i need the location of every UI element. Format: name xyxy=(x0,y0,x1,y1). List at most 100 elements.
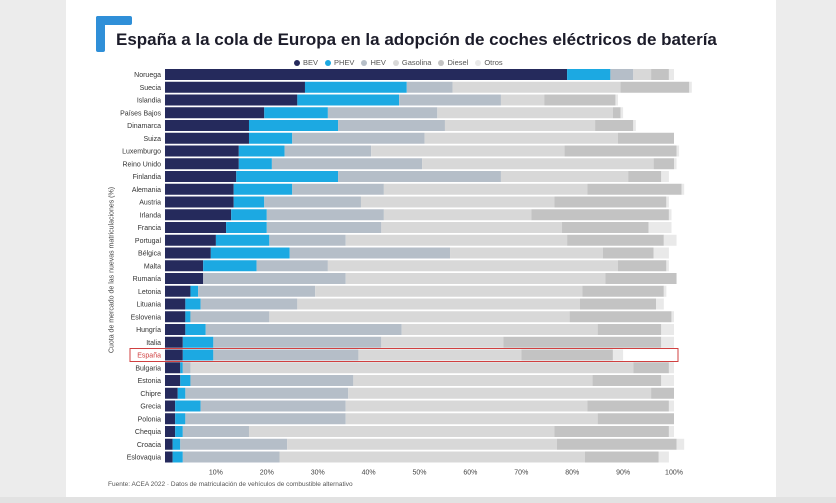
bar-segment-bev xyxy=(165,438,173,450)
bar-segment-otros xyxy=(648,222,672,233)
bar-segment-bev xyxy=(165,183,234,195)
bar-segment-otros xyxy=(663,234,677,246)
bar-segment-bev xyxy=(165,362,181,374)
legend-item-bev: BEV xyxy=(294,58,318,67)
bar-segment-gasolina xyxy=(345,413,598,425)
category-label: Irlanda xyxy=(140,212,162,219)
bar-segment-hev xyxy=(338,171,501,182)
bar-segment-hev xyxy=(182,451,280,463)
bar-segment-phev xyxy=(185,311,191,323)
bar-segment-diesel xyxy=(531,209,669,221)
bar-segment-phev xyxy=(175,400,201,412)
bar-segment-hev xyxy=(213,336,382,348)
bar-segment-diesel xyxy=(620,81,690,93)
legend-item-hev: HEV xyxy=(361,58,386,67)
bar-segment-diesel xyxy=(597,413,674,425)
page-bottom-strip xyxy=(0,497,836,503)
category-label: Letonia xyxy=(138,289,161,296)
bar-segment-gasolina xyxy=(315,285,583,297)
bar-segment-bev xyxy=(165,273,204,284)
bar-segment-otros xyxy=(620,107,624,119)
category-label: Italia xyxy=(146,340,161,347)
bar-segment-gasolina xyxy=(348,387,652,399)
bar-segment-otros xyxy=(681,183,685,195)
bar-segment-phev xyxy=(238,145,285,157)
bar-segment-hev xyxy=(292,183,384,195)
bar-segment-phev xyxy=(236,171,339,182)
bar-segment-hev xyxy=(185,387,349,399)
bar-segment-bev xyxy=(165,222,227,233)
legend-label: Gasolina xyxy=(401,58,432,67)
bar-segment-phev xyxy=(182,336,214,348)
category-label: Eslovenia xyxy=(131,314,161,321)
bar-segment-gasolina xyxy=(422,158,654,170)
legend-item-gasolina: Gasolina xyxy=(392,58,432,67)
legend-label: Otros xyxy=(484,58,503,67)
bar-segment-bev xyxy=(165,375,181,386)
highlight-box-espana xyxy=(129,348,679,362)
bar-segment-gasolina xyxy=(381,336,504,348)
category-label: Chipre xyxy=(140,391,161,398)
bar-segment-diesel xyxy=(567,234,664,246)
bar-segment-otros xyxy=(663,285,667,297)
bar-segment-phev xyxy=(238,158,272,170)
x-tick-label: 50% xyxy=(412,469,426,476)
bar-segment-gasolina xyxy=(327,260,619,272)
bar-segment-phev xyxy=(248,120,339,131)
bar-segment-diesel xyxy=(521,349,613,361)
bar-segment-bev xyxy=(165,171,237,182)
bar-segment-phev xyxy=(182,349,214,361)
bar-segment-diesel xyxy=(651,69,669,80)
bar-segment-bev xyxy=(165,94,298,106)
category-label: Hungría xyxy=(136,327,161,334)
bar-segment-hev xyxy=(266,222,382,233)
bar-segment-gasolina xyxy=(297,298,580,310)
bar-segment-diesel xyxy=(503,336,662,348)
bar-segment-gasolina xyxy=(500,171,629,182)
category-label: Portugal xyxy=(135,238,162,245)
bar-segment-otros xyxy=(661,324,674,335)
bar-segment-hev xyxy=(205,324,402,335)
bar-segment-hev xyxy=(266,209,384,221)
bar-segment-otros xyxy=(689,81,692,93)
bar-segment-hev xyxy=(180,438,288,450)
bar-segment-diesel xyxy=(628,171,662,182)
bar-segment-phev xyxy=(231,209,267,221)
bar-segment-hev xyxy=(338,120,445,131)
bar-segment-gasolina xyxy=(401,324,598,335)
category-label: Reino Unido xyxy=(122,161,161,168)
bar-segment-bev xyxy=(165,336,183,348)
title-accent-mark-top xyxy=(96,16,132,25)
bar-segment-gasolina xyxy=(444,120,596,131)
x-tick-label: 70% xyxy=(514,469,528,476)
bar-segment-gasolina xyxy=(633,69,652,80)
bar-segment-hev xyxy=(284,145,372,157)
bar-segment-hev xyxy=(213,349,359,361)
x-tick-label: 20% xyxy=(260,469,274,476)
category-label: Chequia xyxy=(135,429,161,436)
bar-segment-phev xyxy=(185,324,206,335)
bar-segment-phev xyxy=(304,81,407,93)
bar-segment-phev xyxy=(264,107,328,119)
bar-segment-phev xyxy=(175,426,183,437)
bar-segment-gasolina xyxy=(437,107,613,119)
bar-segment-hev xyxy=(264,196,361,208)
category-label: Bulgaria xyxy=(135,365,161,372)
bar-segment-phev xyxy=(190,285,199,297)
bar-segment-gasolina xyxy=(383,209,532,221)
bar-segment-bev xyxy=(165,158,239,170)
bar-segment-otros xyxy=(676,438,685,450)
x-tick-label: 40% xyxy=(362,469,376,476)
bar-segment-hev xyxy=(198,285,316,297)
legend-item-diesel: Diesel xyxy=(438,58,468,67)
bar-segment-diesel xyxy=(582,285,664,297)
category-label: Grecia xyxy=(140,404,161,411)
category-label: Finlandia xyxy=(133,174,162,181)
bar-segment-diesel xyxy=(618,260,667,272)
bar-segment-otros xyxy=(668,209,672,221)
chart-legend: BEV PHEV HEV Gasolina Diesel Otros xyxy=(294,58,503,67)
bar-segment-bev xyxy=(165,387,178,399)
bar-segment-hev xyxy=(190,311,270,323)
bar-segment-diesel xyxy=(595,120,634,131)
